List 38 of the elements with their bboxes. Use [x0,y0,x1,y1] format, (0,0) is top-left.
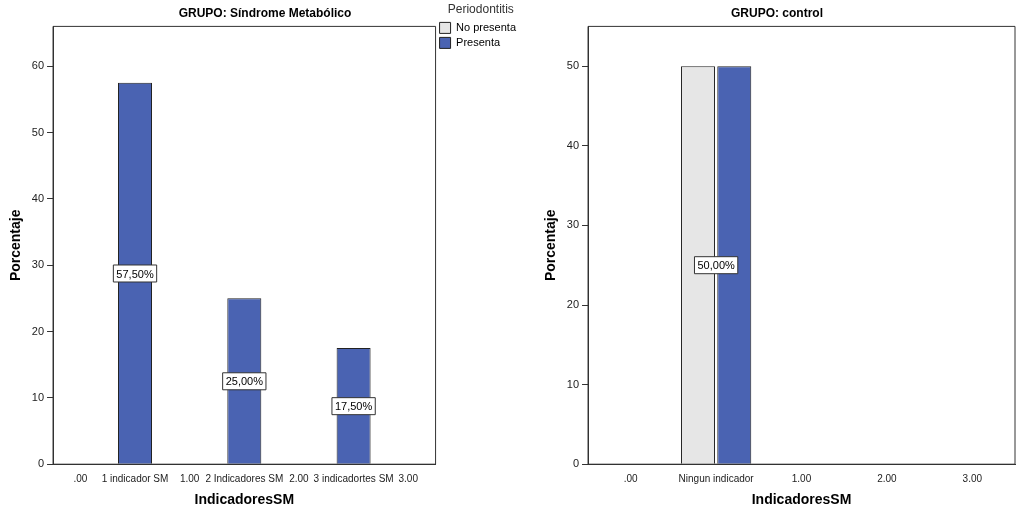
legend-label: Presenta [456,35,501,48]
y-tick-label: 20 [566,298,580,311]
x-axis-title: IndicadoresSM [751,491,852,508]
y-tick-label: 50 [566,59,580,72]
x-tick-label: 2.00 [289,472,310,484]
y-tick-label: 20 [31,324,45,337]
y-axis-title: Porcentaje [542,209,559,282]
x-tick-label: .00 [73,472,88,484]
x-tick-label: 2 Indicadores SM [205,472,284,484]
y-tick-label: 0 [37,457,45,470]
data-label: 17,50% [334,400,373,413]
y-tick-label: 40 [566,138,580,151]
y-tick-label: 10 [566,377,580,390]
chart-title: GRUPO: control [731,5,823,20]
y-tick-label: 50 [31,125,45,138]
y-tick-label: 40 [31,191,45,204]
data-label: 57,50% [116,267,154,280]
y-tick-label: 0 [572,457,580,470]
x-tick-label: 3.00 [398,472,419,484]
x-tick-label: 1.00 [179,472,200,484]
y-tick-label: 30 [31,258,45,271]
x-tick-label: .00 [623,472,639,484]
x-tick-label: 3.00 [962,472,983,484]
x-axis-title: IndicadoresSM [194,491,295,508]
x-tick-label: 2.00 [877,472,898,484]
x-tick-label: Ningun indicador [678,472,755,484]
chart-title: GRUPO: Síndrome Metabólico [178,5,352,20]
data-label: 50,00% [697,259,735,272]
y-tick-label: 30 [566,218,580,231]
y-axis-title: Porcentaje [7,209,24,282]
data-label: 25,00% [225,375,264,388]
x-tick-label: 1.00 [791,472,812,484]
legend-title: Periodontitis [447,2,514,17]
y-tick-label: 10 [31,390,45,403]
y-tick-label: 60 [31,59,45,72]
x-tick-label: 3 indicadortes SM [313,472,394,484]
legend-label: No presenta [456,20,517,33]
x-tick-label: 1 indicador SM [101,472,169,484]
